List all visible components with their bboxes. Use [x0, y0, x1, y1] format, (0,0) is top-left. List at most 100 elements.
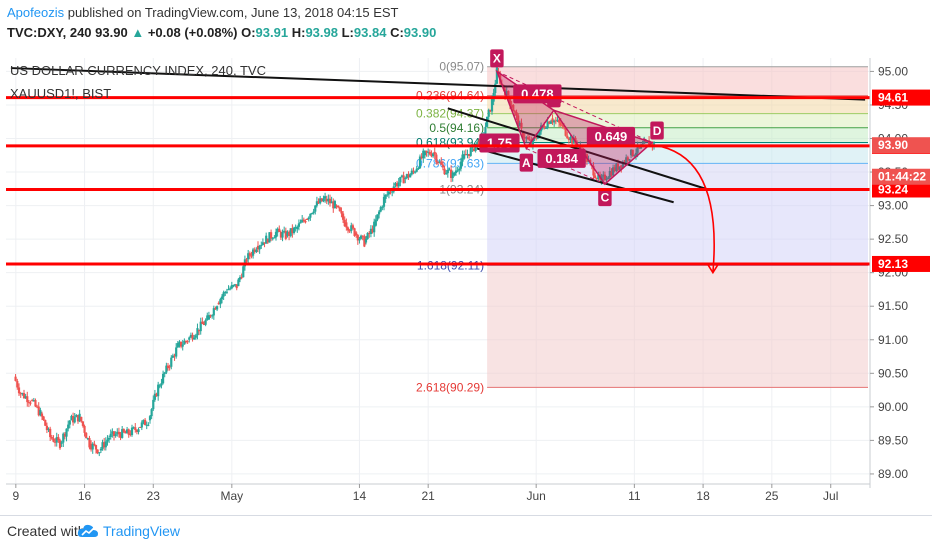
- candle-body: [292, 227, 296, 234]
- candle-body: [276, 228, 279, 233]
- candle-body: [602, 174, 605, 177]
- time-tick-label: May: [220, 489, 243, 503]
- candle-body: [125, 429, 129, 434]
- candle-body: [559, 122, 562, 126]
- candle-body: [81, 421, 85, 426]
- open-label: O:: [241, 25, 256, 40]
- candle-body: [325, 198, 328, 202]
- candle-body: [644, 140, 647, 142]
- price-tick-label: 89.00: [878, 467, 908, 481]
- candle-body: [634, 152, 638, 156]
- candle-body: [454, 170, 458, 173]
- candle-body: [407, 174, 410, 178]
- candle-body: [189, 334, 193, 338]
- candle-body: [616, 163, 620, 170]
- candle-body: [628, 159, 631, 161]
- candle-body: [130, 427, 134, 436]
- harmonic-point-a: A: [522, 156, 531, 170]
- candle-body: [304, 220, 307, 223]
- footer-bar: Created with TradingView: [0, 515, 932, 551]
- candle-body: [557, 119, 561, 123]
- candle-body: [35, 406, 39, 408]
- candle-body: [199, 321, 202, 332]
- candle-body: [593, 175, 597, 179]
- candle-body: [183, 340, 186, 345]
- candle-body: [404, 177, 407, 179]
- candle-body: [510, 105, 513, 108]
- candle-body: [24, 396, 27, 399]
- candle-body: [625, 157, 628, 163]
- candle-body: [65, 428, 68, 437]
- time-tick-label: Jul: [823, 489, 838, 503]
- candle-body: [114, 434, 117, 436]
- harmonic-ratio-label-box: [586, 126, 636, 146]
- candle-body: [171, 355, 175, 358]
- candle-body: [513, 111, 517, 113]
- candle-body: [101, 442, 104, 449]
- price-tick-label: 95.00: [878, 64, 908, 78]
- candle-body: [512, 104, 515, 112]
- candle-body: [431, 153, 435, 157]
- candle-body: [530, 140, 533, 147]
- harmonic-point-a-box: [519, 153, 534, 172]
- tradingview-brand-link[interactable]: TradingView: [103, 523, 181, 539]
- candle-body: [106, 439, 109, 442]
- candle-body: [160, 383, 163, 386]
- harmonic-point-d-box: [650, 121, 664, 140]
- time-tick-label: 21: [422, 489, 436, 503]
- candle-body: [309, 213, 312, 218]
- time-tick-label: 11: [628, 489, 641, 503]
- candle-body: [374, 219, 377, 226]
- publish-text: published on TradingView.com, June 13, 2…: [67, 5, 399, 20]
- candle-body: [273, 237, 276, 239]
- candle-body: [117, 431, 121, 435]
- candle-body: [104, 441, 107, 448]
- candle-body: [76, 414, 80, 422]
- candle-body: [93, 443, 96, 446]
- candle-body: [597, 174, 600, 180]
- candle-body: [158, 385, 161, 387]
- projection-arrowhead: [707, 264, 719, 275]
- candle-body: [402, 175, 405, 184]
- symbol-name[interactable]: TVC:DXY, 240: [7, 25, 92, 40]
- candle-body: [350, 225, 353, 231]
- candle-body: [410, 170, 413, 175]
- candle-body: [181, 344, 184, 347]
- candle-body: [274, 231, 278, 238]
- series-legend-title[interactable]: US DOLLAR CURRENCY INDEX, 240, TVC: [10, 63, 266, 78]
- harmonic-ratio-label-box: [479, 133, 520, 153]
- candle-body: [202, 324, 206, 326]
- candle-body: [302, 219, 305, 221]
- candle-body: [85, 432, 88, 439]
- candle-body: [366, 232, 369, 239]
- time-tick-label: Jun: [527, 489, 546, 503]
- candle-body: [320, 198, 323, 202]
- candle-body: [546, 121, 549, 128]
- fib-zone: [487, 265, 868, 388]
- candle-body: [227, 289, 230, 291]
- candle-body: [175, 347, 178, 357]
- author-link[interactable]: Apofeozis: [7, 5, 65, 20]
- candle-body: [37, 406, 40, 416]
- price-change: +0.08 (+0.08%): [147, 25, 238, 40]
- candle-body: [569, 136, 572, 140]
- overlay-legend[interactable]: XAUUSD1!, BIST: [10, 86, 112, 101]
- candle-body: [107, 437, 111, 440]
- candle-body: [197, 329, 201, 332]
- candle-body: [150, 409, 153, 417]
- candle-body: [526, 137, 530, 140]
- candle-body: [240, 277, 243, 279]
- candle-body: [369, 228, 373, 235]
- harmonic-point-c: C: [601, 190, 610, 204]
- candle-body: [289, 228, 292, 236]
- candle-body: [487, 109, 490, 117]
- candle-body: [567, 138, 571, 140]
- candle-body: [507, 91, 510, 99]
- candle-body: [147, 424, 150, 426]
- time-tick-label: 16: [78, 489, 92, 503]
- candle-body: [22, 393, 26, 399]
- candle-body: [423, 150, 427, 156]
- candle-body: [356, 235, 359, 241]
- candle-body: [112, 431, 116, 436]
